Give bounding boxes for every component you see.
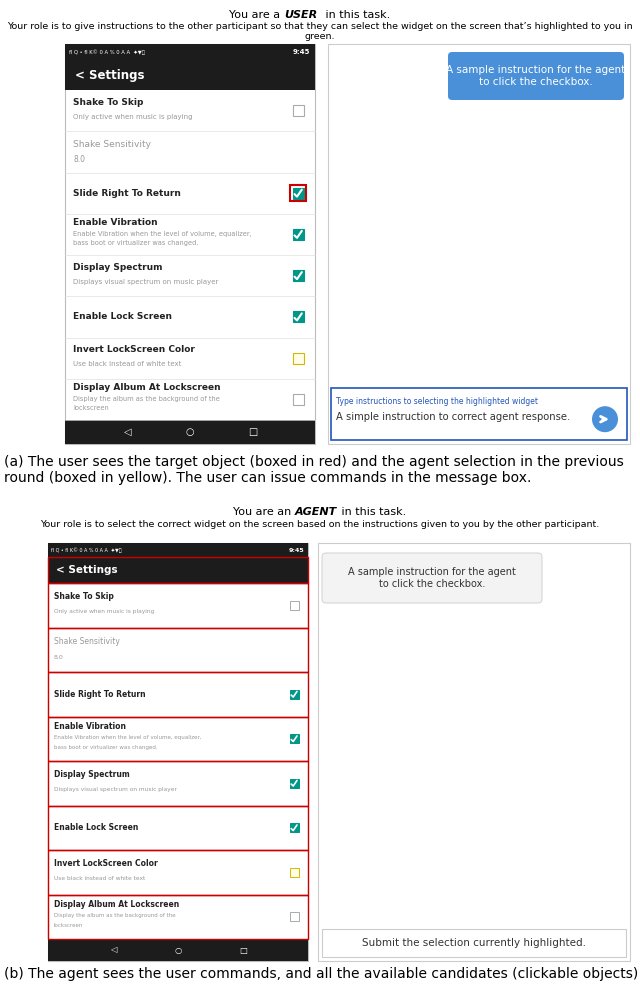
Bar: [328, 44, 630, 444]
Bar: [292, 352, 303, 363]
Bar: [48, 805, 308, 850]
Text: Display Album At Lockscreen: Display Album At Lockscreen: [54, 900, 179, 909]
Text: Enable Vibration when the level of volume, equalizer,: Enable Vibration when the level of volum…: [54, 736, 202, 741]
Text: Shake To Skip: Shake To Skip: [73, 98, 143, 107]
Bar: [48, 761, 308, 805]
Text: ○: ○: [186, 427, 195, 437]
Bar: [292, 311, 303, 322]
Text: 8.0: 8.0: [54, 656, 64, 661]
Text: Enable Lock Screen: Enable Lock Screen: [73, 312, 172, 321]
Bar: [48, 557, 308, 583]
Text: fl Q • fl K© 0 A % 0 A A  ✦▼📶: fl Q • fl K© 0 A % 0 A A ✦▼📶: [69, 49, 145, 55]
Bar: [292, 394, 303, 405]
Text: 9:45: 9:45: [292, 49, 310, 55]
Bar: [48, 628, 308, 672]
Text: You are an: You are an: [233, 507, 295, 517]
Text: Enable Lock Screen: Enable Lock Screen: [54, 823, 138, 832]
Bar: [292, 229, 303, 240]
Text: Enable Vibration: Enable Vibration: [54, 722, 126, 731]
Text: Use black instead of white text: Use black instead of white text: [54, 876, 145, 881]
Text: Type instructions to selecting the highlighted widget: Type instructions to selecting the highl…: [336, 397, 538, 406]
Text: Shake Sensitivity: Shake Sensitivity: [54, 638, 120, 647]
FancyBboxPatch shape: [322, 553, 542, 603]
Bar: [65, 44, 315, 60]
Text: Displays visual spectrum on music player: Displays visual spectrum on music player: [54, 787, 177, 792]
Text: ○: ○: [174, 945, 182, 954]
Text: Invert LockScreen Color: Invert LockScreen Color: [54, 859, 157, 868]
Text: Enable Vibration when the level of volume, equalizer,: Enable Vibration when the level of volum…: [73, 231, 252, 237]
Text: Slide Right To Return: Slide Right To Return: [54, 690, 146, 699]
Bar: [289, 735, 298, 744]
Text: Only active when music is playing: Only active when music is playing: [54, 610, 154, 615]
Bar: [292, 188, 303, 199]
Text: You are a: You are a: [229, 10, 284, 20]
Text: Enable Vibration: Enable Vibration: [73, 219, 157, 228]
Text: 8.0: 8.0: [73, 155, 85, 164]
Bar: [48, 939, 308, 961]
Text: AGENT: AGENT: [295, 507, 337, 517]
Bar: [65, 44, 315, 444]
Bar: [292, 105, 303, 116]
Text: (b) The agent sees the user commands, and all the available candidates (clickabl: (b) The agent sees the user commands, an…: [4, 967, 638, 981]
Text: A sample instruction for the agent
to click the checkbox.: A sample instruction for the agent to cl…: [446, 65, 626, 87]
Text: Slide Right To Return: Slide Right To Return: [73, 189, 181, 198]
Bar: [48, 717, 308, 761]
Bar: [322, 929, 626, 957]
Text: A sample instruction for the agent
to click the checkbox.: A sample instruction for the agent to cl…: [348, 567, 516, 589]
Circle shape: [592, 406, 618, 432]
Text: Display the album as the background of the: Display the album as the background of t…: [54, 913, 175, 918]
Text: fl Q • fl K© 0 A % 0 A A  ✦▼📶: fl Q • fl K© 0 A % 0 A A ✦▼📶: [51, 547, 122, 553]
Text: Display the album as the background of the: Display the album as the background of t…: [73, 395, 220, 401]
Text: (a) The user sees the target object (boxed in red) and the agent selection in th: (a) The user sees the target object (box…: [4, 455, 624, 485]
Text: in this task.: in this task.: [322, 10, 390, 20]
Bar: [289, 690, 298, 699]
Bar: [48, 557, 308, 583]
Bar: [48, 894, 308, 939]
Text: Shake Sensitivity: Shake Sensitivity: [73, 140, 151, 149]
Text: ◁: ◁: [109, 945, 116, 954]
Text: Shake To Skip: Shake To Skip: [54, 592, 114, 601]
Bar: [292, 270, 303, 281]
Text: bass boot or virtualizer was changed.: bass boot or virtualizer was changed.: [73, 240, 198, 246]
Text: USER: USER: [284, 10, 317, 20]
Bar: [48, 850, 308, 894]
Bar: [331, 388, 627, 440]
Text: bass boot or virtualizer was changed.: bass boot or virtualizer was changed.: [54, 746, 157, 750]
Text: Your role is to give instructions to the other participant so that they can sele: Your role is to give instructions to the…: [7, 22, 633, 41]
Text: lockscreen: lockscreen: [54, 923, 83, 928]
Bar: [65, 60, 315, 90]
FancyBboxPatch shape: [448, 52, 624, 100]
Bar: [318, 543, 630, 961]
Text: ◁: ◁: [124, 427, 131, 437]
Text: Display Album At Lockscreen: Display Album At Lockscreen: [73, 383, 221, 392]
Text: lockscreen: lockscreen: [73, 404, 109, 410]
Bar: [48, 583, 308, 628]
Text: Invert LockScreen Color: Invert LockScreen Color: [73, 345, 195, 354]
Bar: [289, 601, 298, 610]
Bar: [289, 867, 298, 877]
Text: Use black instead of white text: Use black instead of white text: [73, 361, 181, 367]
Text: 9:45: 9:45: [288, 548, 304, 553]
Text: □: □: [239, 945, 247, 954]
Text: Only active when music is playing: Only active when music is playing: [73, 114, 193, 120]
Text: A simple instruction to correct agent response.: A simple instruction to correct agent re…: [336, 412, 570, 422]
Text: < Settings: < Settings: [75, 69, 145, 82]
Bar: [48, 543, 308, 961]
Text: □: □: [248, 427, 257, 437]
Text: in this task.: in this task.: [338, 507, 406, 517]
Text: Your role is to select the correct widget on the screen based on the instruction: Your role is to select the correct widge…: [40, 520, 600, 529]
Text: Display Spectrum: Display Spectrum: [73, 262, 163, 271]
Text: < Settings: < Settings: [56, 565, 118, 575]
Bar: [289, 823, 298, 832]
Bar: [48, 672, 308, 717]
Bar: [289, 912, 298, 921]
Text: Displays visual spectrum on music player: Displays visual spectrum on music player: [73, 278, 218, 284]
Bar: [48, 543, 308, 557]
Bar: [289, 778, 298, 787]
Bar: [290, 185, 306, 202]
Text: Submit the selection currently highlighted.: Submit the selection currently highlight…: [362, 938, 586, 948]
Text: Display Spectrum: Display Spectrum: [54, 769, 130, 778]
Bar: [65, 420, 315, 444]
